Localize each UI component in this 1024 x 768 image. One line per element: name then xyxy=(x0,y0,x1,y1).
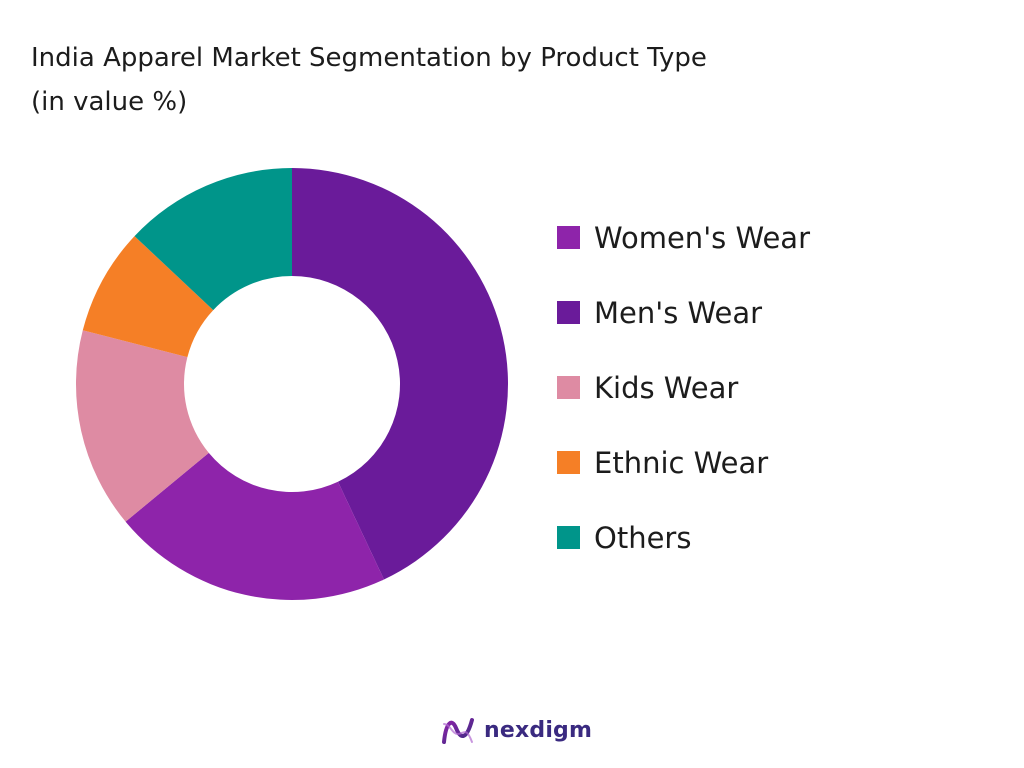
slice-kids-wear xyxy=(76,330,209,522)
brand-footer: nexdigm xyxy=(440,712,592,748)
legend-label: Kids Wear xyxy=(594,370,739,405)
nexdigm-logo-icon xyxy=(442,718,474,744)
slice-men-s-wear xyxy=(292,168,509,580)
legend-item-women-s-wear: Women's Wear xyxy=(557,200,810,275)
legend-label: Ethnic Wear xyxy=(594,445,769,480)
legend-item-ethnic-wear: Ethnic Wear xyxy=(557,425,810,500)
chart-title: India Apparel Market Segmentation by Pro… xyxy=(31,36,707,124)
legend-item-kids-wear: Kids Wear xyxy=(557,350,810,425)
chart-legend: Women's Wear Men's Wear Kids Wear Ethnic We… xyxy=(557,200,810,575)
legend-item-men-s-wear: Men's Wear xyxy=(557,275,810,350)
slice-ethnic-wear xyxy=(82,236,214,358)
legend-swatch xyxy=(557,226,580,249)
legend-label: Women's Wear xyxy=(594,220,810,255)
brand-name: nexdigm xyxy=(484,717,593,743)
chart-title-line-2: (in value %) xyxy=(31,87,188,117)
chart-title-line-1: India Apparel Market Segmentation by Pro… xyxy=(31,43,707,73)
legend-swatch xyxy=(557,376,580,399)
legend-swatch xyxy=(557,451,580,474)
legend-item-others: Others xyxy=(557,500,810,575)
legend-label: Men's Wear xyxy=(594,295,763,330)
legend-label: Others xyxy=(594,520,692,555)
legend-swatch xyxy=(557,301,580,324)
legend-swatch xyxy=(557,526,580,549)
slice-women-s-wear xyxy=(125,452,384,600)
slice-others xyxy=(134,168,292,311)
